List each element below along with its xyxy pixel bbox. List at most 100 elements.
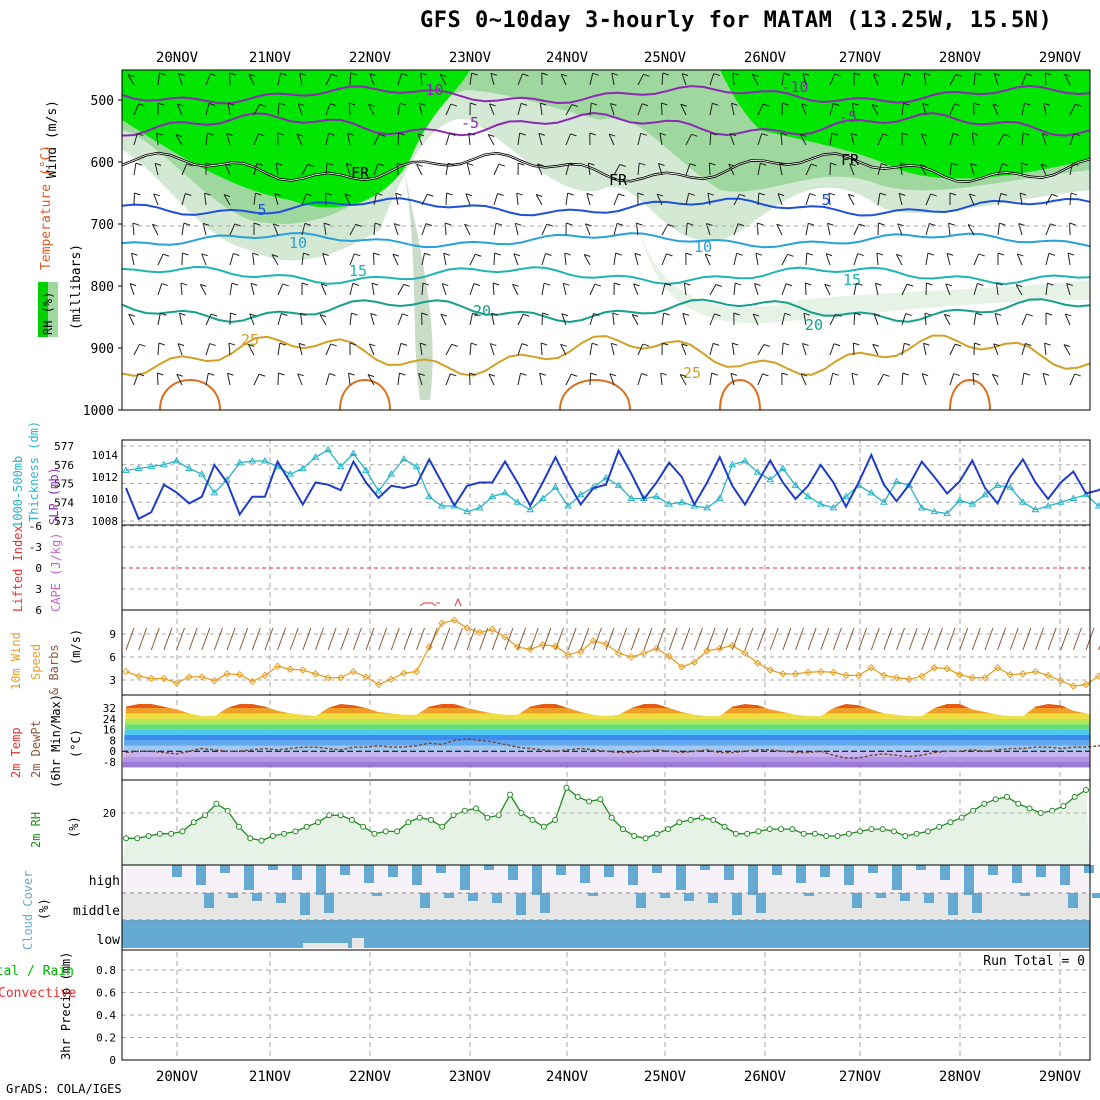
wind-barb-flag (755, 252, 763, 256)
rh2m-point (495, 812, 502, 819)
wind-barb (445, 373, 451, 386)
cloud-mid-bar (252, 893, 262, 901)
wind-barb-flag (248, 343, 255, 347)
wind-barb (397, 313, 403, 326)
wind-barb (853, 312, 856, 326)
wind-barb (776, 223, 783, 236)
wind10-barb (1072, 627, 1082, 651)
wind-barb (370, 313, 375, 326)
wind-barb-flag (875, 282, 882, 286)
thickness-point (551, 483, 560, 490)
slp-line (125, 448, 1100, 521)
wind-barb-flag (853, 72, 861, 76)
wind-barb (1064, 74, 1071, 86)
li-tick: 0 (35, 562, 42, 575)
wind-barb (949, 133, 954, 146)
wind-barb (541, 253, 546, 266)
wind-barb (153, 193, 159, 206)
wind-barb (708, 162, 711, 176)
wind-barb (319, 314, 327, 326)
wind-barb (253, 193, 256, 206)
wind-barb-flag (252, 252, 259, 256)
temp-tick: 8 (109, 734, 116, 747)
rh2m-point (868, 826, 875, 833)
wind-barb (177, 343, 183, 356)
cloud-mid-bar (1020, 893, 1030, 896)
rh2m-point (213, 800, 220, 807)
wind-barb-flag (392, 253, 400, 257)
thickness-point (804, 492, 813, 500)
upper-air-frame (121, 69, 1091, 411)
wind-barb-flag (258, 133, 265, 137)
wind-barb (949, 103, 955, 116)
cloud-low-gap (303, 943, 348, 948)
wind-barb (973, 313, 977, 326)
wind-barb (825, 253, 831, 266)
wind-barb-flag (733, 312, 740, 316)
wind-barb-flag (608, 133, 616, 137)
wind-barb (325, 163, 328, 176)
wind-barb (373, 193, 377, 206)
wind10-point (1006, 670, 1014, 679)
wind-barb-flag (138, 103, 145, 107)
wind-barb-flag (304, 222, 312, 226)
wind-barb-flag (810, 163, 818, 167)
wind-barb (805, 223, 809, 236)
thickness-point (753, 468, 762, 475)
wind-barb-flag (691, 133, 698, 137)
wind-barb (709, 73, 715, 86)
wind10-point (892, 673, 901, 682)
rh2m-units: (%) (67, 816, 81, 838)
wind-barb-flag (636, 222, 643, 226)
thickness-point (1044, 502, 1053, 509)
wind-barb (418, 373, 423, 386)
wind-barb-flag (231, 282, 239, 286)
wind-barb-flag (541, 342, 548, 346)
wind-barb-flag (881, 162, 888, 166)
cloud-high-bar (604, 865, 614, 877)
thickness-point (955, 496, 964, 503)
wind-barb-flag (929, 222, 936, 226)
wind-barb (802, 73, 807, 86)
wind-barb-flag (137, 373, 145, 377)
rh2m-point (619, 826, 626, 833)
thickness-point (463, 507, 471, 515)
wind-barb (1063, 344, 1071, 356)
wind10-barb (163, 627, 173, 651)
wind10-barb (1060, 627, 1070, 651)
wind-barb-flag (546, 223, 554, 227)
wind10-barb (251, 627, 261, 651)
wind-barb-flag (715, 284, 722, 287)
wind-barb-flag (712, 342, 720, 346)
li-tick: -6 (29, 520, 42, 533)
wind-barb-flag (132, 222, 140, 226)
wind-barb-flag (368, 103, 375, 107)
wind-barb-flag (763, 344, 770, 347)
wind-barb-flag (419, 342, 427, 346)
wind-barb-flag (659, 132, 667, 136)
wind10-barb (921, 627, 931, 651)
temp-band (122, 740, 1090, 746)
wind10-barb (277, 627, 287, 651)
wind-barb-flag (946, 252, 954, 256)
wind-barb-flag (760, 162, 767, 166)
wind-barb (565, 163, 570, 176)
wind-barb-flag (999, 222, 1006, 226)
wind-barb (371, 283, 375, 296)
temp-tick: -8 (103, 756, 116, 769)
wind-barb-flag (883, 373, 890, 377)
wind-barb-flag (442, 283, 449, 287)
wind-barb-flag (853, 342, 860, 346)
wind-barb (922, 103, 927, 116)
wind-barb-flag (970, 162, 977, 166)
wind-barb-flag (298, 103, 305, 107)
wind-barb (395, 193, 399, 206)
rh2m-point (281, 830, 288, 837)
wind-barb (133, 344, 140, 356)
wind-barb-flag (398, 132, 405, 136)
date-label-bottom: 23NOV (449, 1069, 492, 1085)
wind-barb-flag (591, 102, 598, 106)
wind-barb-flag (930, 193, 937, 197)
cloud-units: (%) (37, 898, 51, 920)
wind-barb (253, 104, 261, 116)
